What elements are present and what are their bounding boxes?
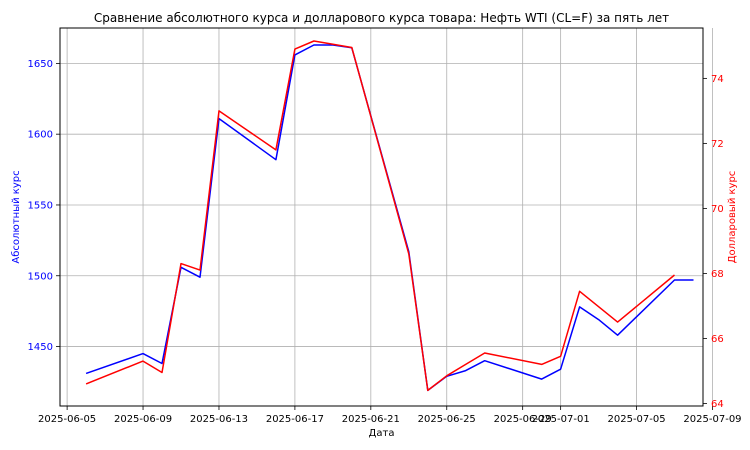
x-tick-label: 2025-07-09 bbox=[683, 414, 741, 425]
y-axis-left: 1450 1500 1550 1600 1650 bbox=[28, 59, 60, 353]
y-right-tick-label: 74 bbox=[711, 74, 724, 85]
y-axis-right: 64 66 68 70 72 74 bbox=[703, 74, 724, 410]
y-axis-right-title: Долларовый курс bbox=[727, 171, 738, 264]
x-axis-title: Дата bbox=[369, 428, 395, 439]
x-tick-label: 2025-07-05 bbox=[608, 414, 666, 425]
y-left-tick-label: 1500 bbox=[28, 271, 53, 282]
y-right-tick-label: 66 bbox=[711, 334, 724, 345]
x-tick-label: 2025-06-13 bbox=[190, 414, 248, 425]
x-tick-label: 2025-06-21 bbox=[342, 414, 400, 425]
x-tick-label: 2025-06-05 bbox=[38, 414, 96, 425]
series bbox=[85, 40, 694, 392]
chart-title: Сравнение абсолютного курса и долларовог… bbox=[94, 11, 669, 25]
grid bbox=[60, 28, 713, 406]
x-tick-label: 2025-06-25 bbox=[418, 414, 476, 425]
y-right-tick-label: 72 bbox=[711, 139, 724, 150]
plot-frame bbox=[59, 27, 704, 407]
x-tick-label: 2025-06-17 bbox=[266, 414, 324, 425]
x-tick-label: 2025-06-29 bbox=[494, 414, 552, 425]
y-axis-left-title: Абсолютный курс bbox=[11, 170, 22, 263]
y-left-tick-label: 1550 bbox=[28, 200, 53, 211]
y-left-tick-label: 1450 bbox=[28, 342, 53, 353]
y-left-tick-label: 1650 bbox=[28, 59, 53, 70]
x-tick-label: 2025-07-01 bbox=[532, 414, 590, 425]
y-right-tick-label: 68 bbox=[711, 269, 724, 280]
series-line-right bbox=[85, 40, 675, 392]
x-axis: 2025-06-05 2025-06-09 2025-06-13 2025-06-17… bbox=[38, 406, 742, 425]
y-left-tick-label: 1600 bbox=[28, 130, 53, 141]
x-tick-label: 2025-06-09 bbox=[114, 414, 172, 425]
y-right-tick-label: 70 bbox=[711, 204, 724, 215]
series-line-left bbox=[85, 44, 694, 392]
y-right-tick-label: 64 bbox=[711, 399, 724, 410]
